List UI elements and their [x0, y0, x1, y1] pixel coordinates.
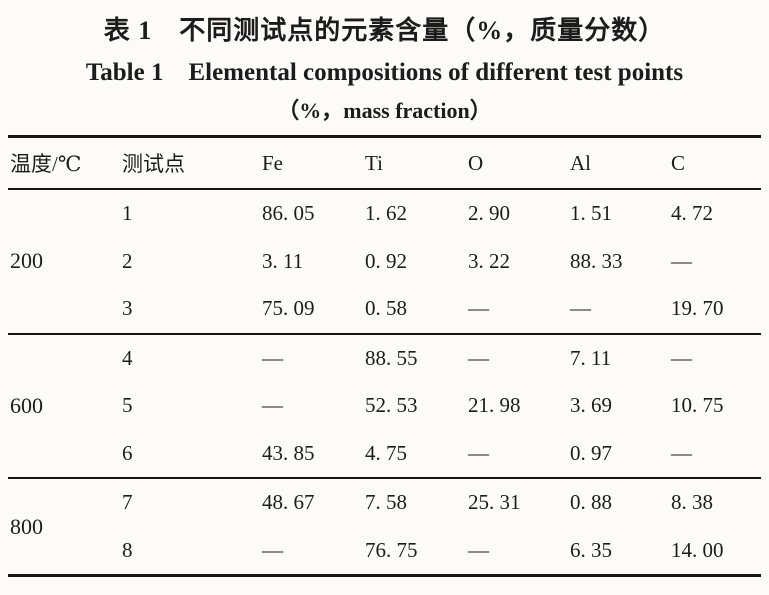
fe-value-cell: 86. 05 — [262, 201, 315, 226]
c-value-cell: 4. 72 — [671, 201, 713, 226]
temperature-cell: 200 — [10, 248, 43, 274]
ti-value-cell: 0. 58 — [365, 296, 407, 321]
ti-value-cell: 52. 53 — [365, 393, 418, 418]
test-point-cell: 4 — [122, 345, 133, 370]
fe-value-cell: 3. 11 — [262, 248, 304, 273]
o-value-cell: — — [468, 440, 489, 465]
test-point-cell: 6 — [122, 440, 133, 465]
table-title-unit: （%，mass fraction） — [277, 98, 492, 123]
c-value-cell: 10. 75 — [671, 393, 724, 418]
ti-value-cell: 76. 75 — [365, 537, 418, 562]
table-header-row: 温度/℃ 测试点 Fe Ti O Al C — [8, 136, 761, 190]
temperature-group-200: 200 1 86. 05 1. 62 2. 90 1. 51 4. 72 2 3… — [8, 189, 761, 334]
al-value-cell: 6. 35 — [570, 537, 612, 562]
o-value-cell: 21. 98 — [468, 393, 521, 418]
table-row: 5 — 52. 53 21. 98 3. 69 10. 75 — [8, 382, 761, 430]
table-title-chinese: 表 1 不同测试点的元素含量（%，质量分数） — [103, 16, 666, 45]
test-point-cell: 5 — [122, 393, 133, 418]
test-point-cell: 2 — [122, 248, 133, 273]
column-header-o: O — [466, 136, 568, 190]
fe-value-cell: — — [262, 393, 283, 418]
al-value-cell: — — [570, 296, 591, 321]
table-row: 200 1 86. 05 1. 62 2. 90 1. 51 4. 72 — [8, 189, 761, 273]
al-value-cell: 7. 11 — [570, 345, 612, 370]
o-value-cell: 3. 22 — [468, 248, 510, 273]
ti-value-cell: 0. 92 — [365, 248, 407, 273]
ti-value-cell: 7. 58 — [365, 490, 407, 515]
o-value-cell: — — [468, 537, 489, 562]
column-header-ti: Ti — [363, 136, 466, 190]
column-header-test-point: 测试点 — [120, 136, 260, 190]
c-value-cell: 14. 00 — [671, 537, 724, 562]
table-title-english: Table 1 Elemental compositions of differ… — [85, 59, 684, 86]
test-point-cell: 1 — [122, 201, 133, 226]
table-title-block: 表 1 不同测试点的元素含量（%，质量分数） Table 1 Elemental… — [8, 18, 761, 122]
al-value-cell: 0. 97 — [570, 440, 612, 465]
table-row: 600 4 — 88. 55 — 7. 11 — — [8, 334, 761, 418]
temperature-cell: 800 — [10, 513, 43, 539]
table-row: 800 7 48. 67 7. 58 25. 31 0. 88 8. 38 — [8, 478, 761, 538]
c-value-cell: — — [671, 440, 692, 465]
al-value-cell: 1. 51 — [570, 201, 612, 226]
column-header-fe: Fe — [260, 136, 363, 190]
table-row: 8 — 76. 75 — 6. 35 14. 00 — [8, 527, 761, 576]
o-value-cell: 2. 90 — [468, 201, 510, 226]
test-point-cell: 3 — [122, 296, 133, 321]
temperature-cell: 600 — [10, 392, 43, 418]
fe-value-cell: — — [262, 345, 283, 370]
o-value-cell: 25. 31 — [468, 490, 521, 515]
table-row: 2 3. 11 0. 92 3. 22 88. 33 — — [8, 238, 761, 286]
column-header-temperature: 温度/℃ — [8, 136, 120, 190]
ti-value-cell: 88. 55 — [365, 345, 418, 370]
table-row: 3 75. 09 0. 58 — — 19. 70 — [8, 285, 761, 334]
test-point-cell: 8 — [122, 537, 133, 562]
c-value-cell: — — [671, 345, 692, 370]
temperature-group-800: 800 7 48. 67 7. 58 25. 31 0. 88 8. 38 8 … — [8, 478, 761, 576]
ti-value-cell: 1. 62 — [365, 201, 407, 226]
c-value-cell: 19. 70 — [671, 296, 724, 321]
column-header-c: C — [669, 136, 761, 190]
temperature-group-600: 600 4 — 88. 55 — 7. 11 — 5 — 52. 53 21. … — [8, 334, 761, 479]
o-value-cell: — — [468, 296, 489, 321]
al-value-cell: 3. 69 — [570, 393, 612, 418]
ti-value-cell: 4. 75 — [365, 440, 407, 465]
fe-value-cell: — — [262, 537, 283, 562]
c-value-cell: — — [671, 248, 692, 273]
o-value-cell: — — [468, 345, 489, 370]
al-value-cell: 0. 88 — [570, 490, 612, 515]
c-value-cell: 8. 38 — [671, 490, 713, 515]
test-point-cell: 7 — [122, 490, 133, 515]
fe-value-cell: 43. 85 — [262, 440, 315, 465]
fe-value-cell: 75. 09 — [262, 296, 315, 321]
fe-value-cell: 48. 67 — [262, 490, 315, 515]
al-value-cell: 88. 33 — [570, 248, 623, 273]
element-composition-table: 温度/℃ 测试点 Fe Ti O Al C 200 1 86. 05 1. 62… — [8, 135, 761, 577]
column-header-al: Al — [568, 136, 669, 190]
table-row: 6 43. 85 4. 75 — 0. 97 — — [8, 430, 761, 479]
